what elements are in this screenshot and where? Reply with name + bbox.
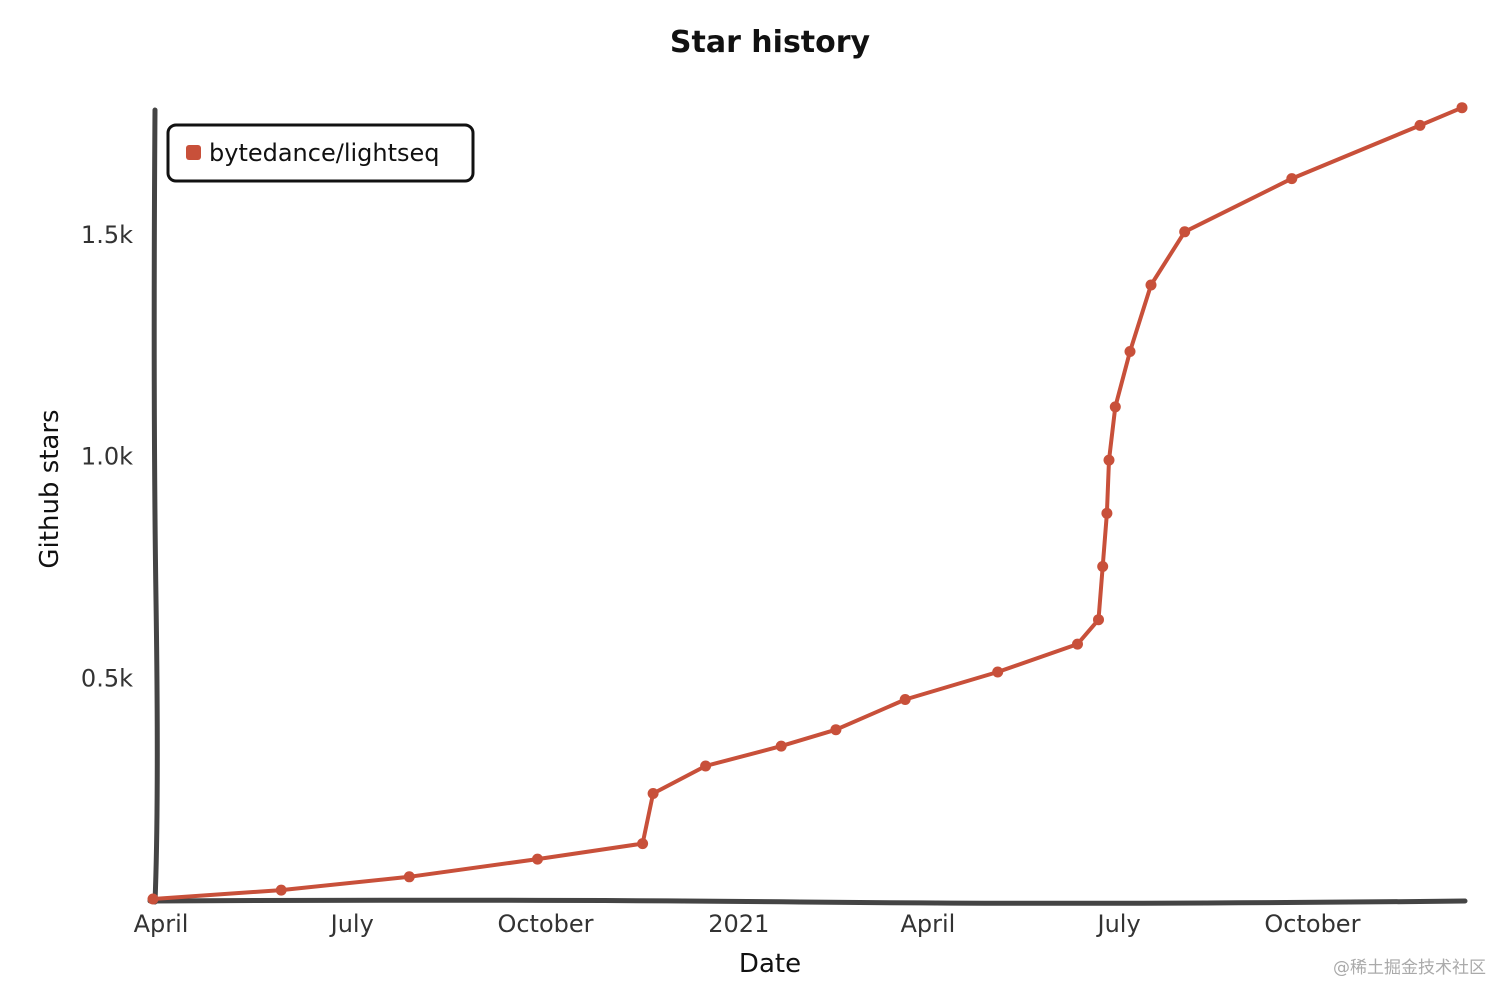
x-axis-label: Date [739,949,801,979]
data-point [637,838,649,850]
x-tick-label: April [900,910,955,938]
x-tick-label: July [329,910,374,938]
data-point [1286,173,1298,185]
data-point [1124,346,1136,357]
watermark: @稀土掘金技术社区 [1333,958,1486,978]
data-point [147,893,159,905]
data-point [532,853,543,865]
data-point [1072,638,1083,650]
legend-swatch [186,145,201,160]
x-tick-label: 2021 [708,910,769,938]
data-point [830,724,842,736]
y-tick-labels: 0.5k 1.0k 1.5k [81,221,133,692]
data-point [1097,561,1109,572]
x-tick-labels: April July October 2021 April July October [134,910,1361,938]
y-tick-label: 1.5k [81,221,133,249]
chart-title: Star history [670,25,871,60]
data-point [1456,102,1468,114]
legend-box [166,123,475,183]
series-line [151,105,1464,901]
data-point [1145,279,1157,291]
data-point [992,666,1004,678]
data-point [1093,614,1104,626]
data-point [1101,507,1113,519]
legend: bytedance/lightseq [166,123,475,183]
data-point [647,788,659,799]
x-axis-line [147,897,1468,906]
x-tick-label: October [497,910,593,938]
x-tick-label: July [1096,910,1141,938]
x-tick-label: April [134,910,189,938]
series-layer [147,102,1468,905]
data-point [1414,119,1426,131]
data-point [403,871,415,883]
y-axis-line [151,107,160,905]
data-point [1103,454,1115,466]
data-point [1109,401,1121,413]
data-point [775,740,787,752]
y-tick-label: 1.0k [81,443,133,471]
legend-label: bytedance/lightseq [209,139,440,167]
x-tick-label: October [1264,910,1360,938]
data-point [700,760,712,772]
y-axis-label: Github stars [35,409,65,568]
data-point [275,884,287,896]
axes [147,107,1468,906]
data-point [1179,226,1191,238]
y-tick-label: 0.5k [81,664,133,692]
data-point [899,694,911,705]
